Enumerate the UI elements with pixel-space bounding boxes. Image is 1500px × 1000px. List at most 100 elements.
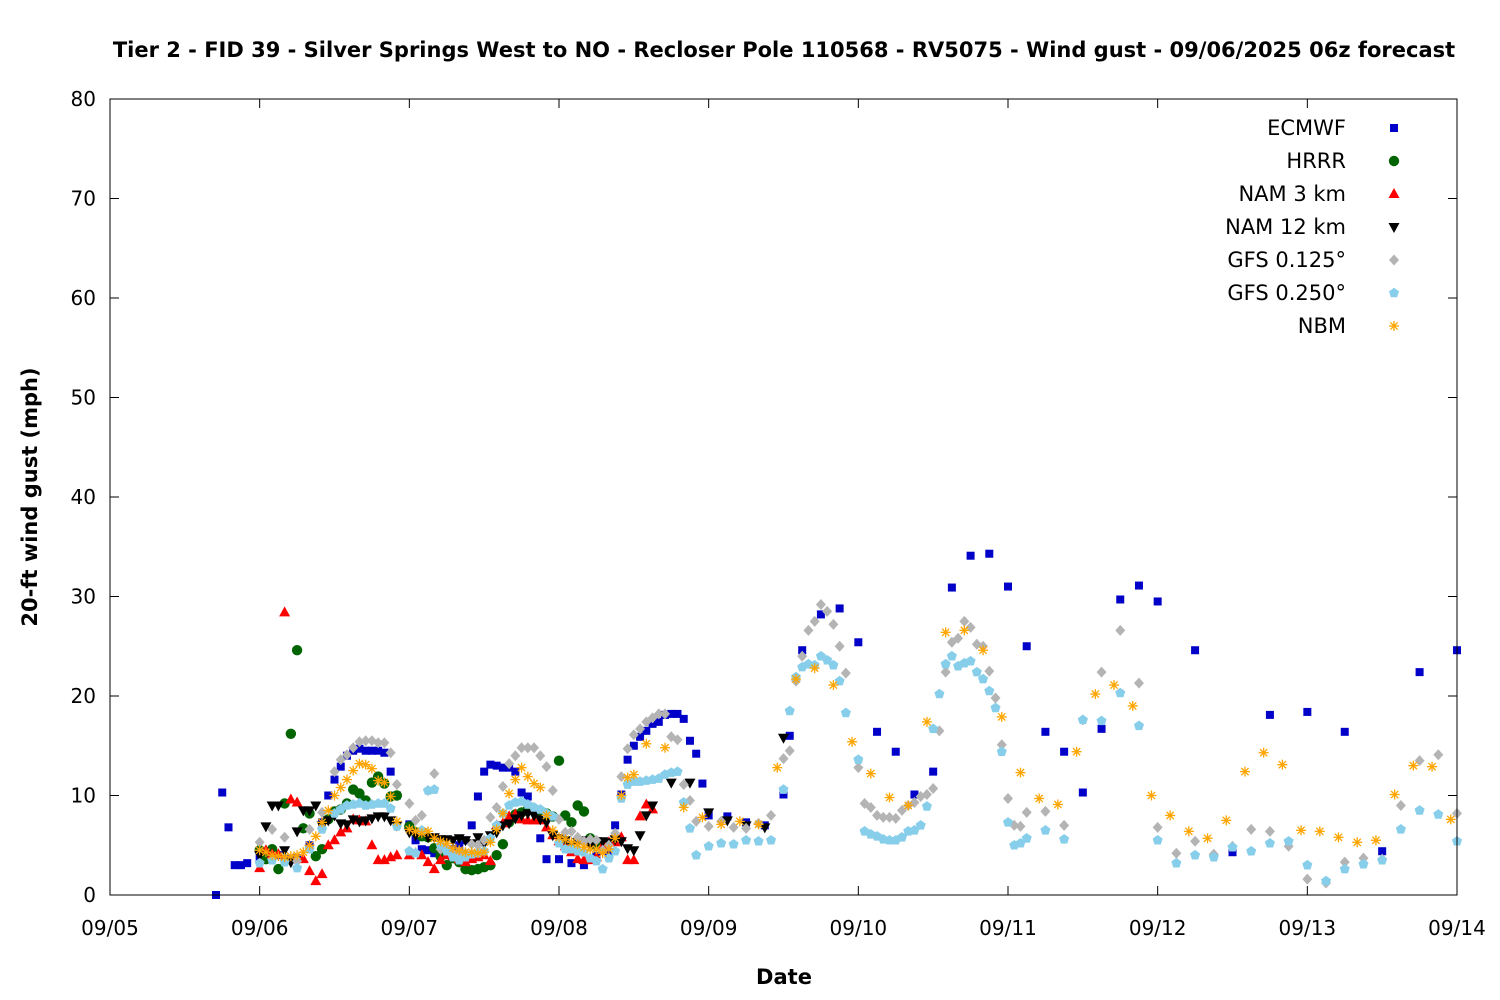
data-point [990,692,1001,704]
data-point [853,762,864,774]
data-point [298,823,309,834]
data-point [1096,666,1107,678]
data-point [616,771,627,783]
data-point [566,817,577,828]
data-point [335,754,346,766]
data-point [304,865,316,876]
y-tick-label: 40 [71,485,96,509]
y-tick-label: 80 [71,87,96,111]
data-point [691,849,702,860]
data-point [360,816,372,827]
y-tick-label: 0 [83,883,96,907]
data-point [1052,799,1063,810]
data-point [597,848,608,859]
data-point [1040,805,1051,817]
legend-label: NBM [1298,314,1346,338]
data-point [510,774,521,785]
data-point [647,801,659,812]
data-point [260,822,272,833]
data-point [279,831,290,843]
data-point [921,716,932,727]
data-point [603,844,614,855]
data-point [243,859,252,868]
data-point [529,742,540,754]
data-point [366,839,378,850]
data-point [891,747,900,756]
data-point [498,763,507,772]
data-point [1004,582,1012,591]
data-point [291,645,303,656]
data-point [591,844,602,855]
data-point [1097,724,1106,733]
data-point [840,707,851,718]
data-point [218,788,227,797]
data-point [329,790,340,801]
data-point [653,708,664,720]
data-point [785,731,794,740]
data-point [990,702,1001,713]
data-point [1264,825,1275,837]
data-point [828,680,839,691]
data-point [959,615,970,627]
legend-marker [1390,124,1398,132]
data-point [1414,805,1425,815]
data-point [354,758,365,769]
data-point [628,769,639,780]
legend-label: HRRR [1286,149,1346,173]
data-point [1408,760,1419,771]
data-point [1152,821,1163,833]
data-point [516,742,527,754]
data-point [784,705,795,716]
data-point [1221,815,1232,826]
data-point [254,857,265,868]
data-point [1096,715,1107,726]
data-point [1414,755,1425,767]
data-point [355,744,364,753]
data-point [1389,789,1400,800]
data-point [778,753,789,765]
data-point [610,833,621,844]
data-point [816,610,825,619]
data-point [1015,820,1026,832]
data-point [1153,597,1162,606]
data-point [1109,680,1120,691]
data-point [822,605,833,617]
series-gfs-0-250- [254,650,1463,886]
y-tick-label: 30 [71,585,96,609]
data-point [815,598,826,610]
data-point [884,792,895,803]
series-nbm [254,625,1456,863]
data-point [310,875,322,886]
data-point [378,854,390,865]
data-point [1246,845,1257,856]
data-point [734,816,745,827]
data-point [703,820,714,832]
data-point [1003,792,1013,804]
x-tick-label: 09/05 [81,916,139,940]
data-point [697,812,708,823]
data-point [978,673,989,684]
data-point [672,766,683,776]
data-point [640,798,652,809]
data-point [1339,856,1350,868]
data-point [335,782,346,793]
data-point [516,811,528,822]
data-point [940,666,951,678]
data-point [466,847,477,858]
data-point [996,711,1007,722]
data-point [716,837,727,848]
data-point [459,836,471,847]
data-point [354,736,365,748]
x-tick-label: 09/11 [979,916,1037,940]
data-point [466,838,477,850]
data-point [1395,799,1406,811]
data-point [348,742,359,754]
legend-label: GFS 0.250° [1227,281,1346,305]
data-point [1002,817,1014,827]
data-point [379,737,390,749]
legend-marker [1388,223,1400,233]
data-point [324,791,333,800]
legend-marker [1388,287,1400,298]
legend-label: NAM 3 km [1238,182,1346,206]
data-point [485,837,496,848]
